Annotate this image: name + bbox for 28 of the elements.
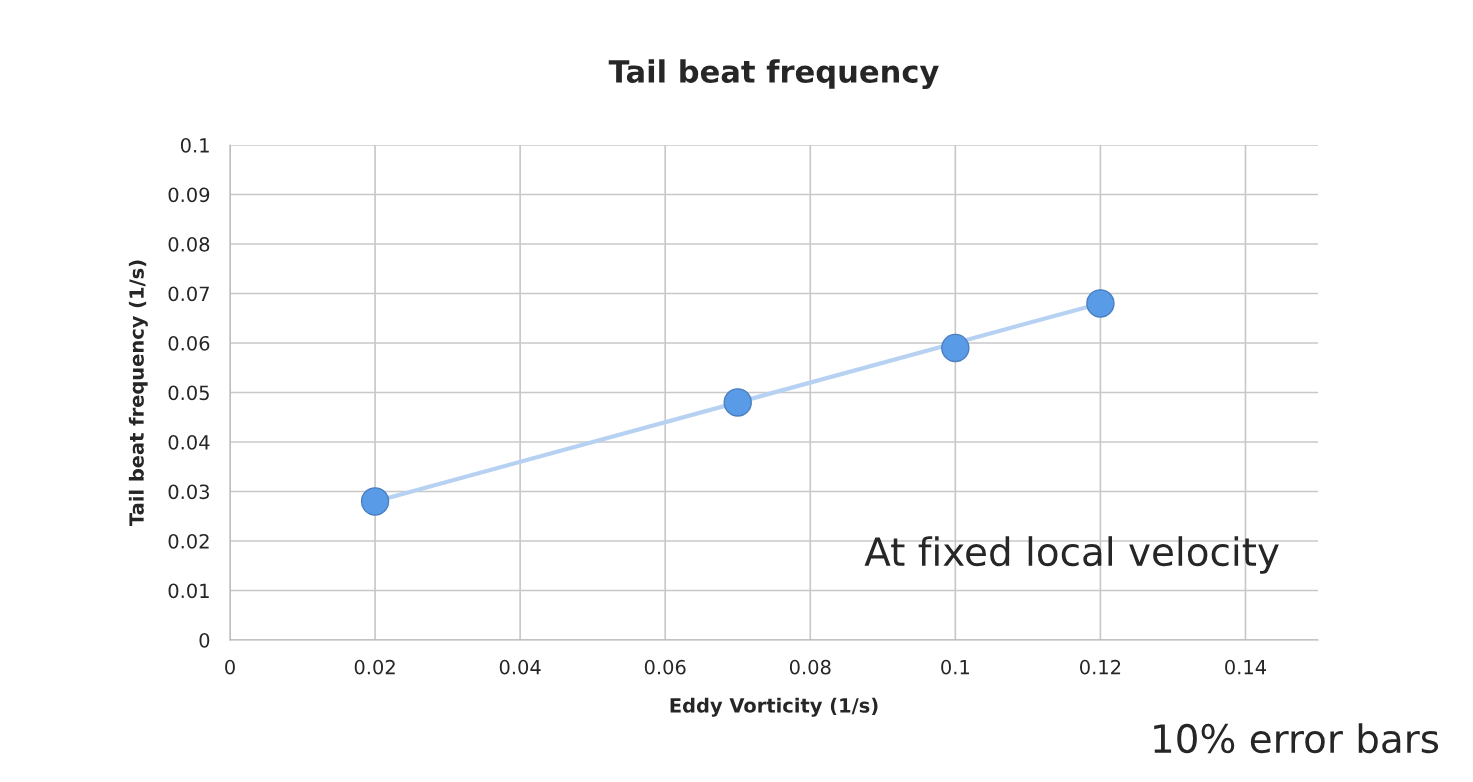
text: 10% error bars	[1154, 723, 1439, 754]
y-tick-label: 0.07	[168, 286, 209, 302]
y-tick-label: 0.03	[168, 484, 209, 500]
x-axis-title: Eddy Vorticity (1/s)	[670, 697, 878, 717]
y-tick-label: 0.05	[168, 385, 209, 401]
point	[1086, 289, 1115, 318]
chart-title: Tail beat frequency	[608, 59, 939, 90]
x-tick-label: 0.12	[1080, 659, 1121, 675]
x-tick-label: 0	[225, 659, 235, 675]
point	[360, 487, 390, 516]
y-tick-label: 0.04	[168, 434, 210, 450]
y-tick-label: 0.1	[180, 137, 209, 153]
y-tick-label: 0.01	[168, 583, 209, 599]
point	[723, 388, 752, 417]
y-axis-title: Tail beat frequency (1/s)	[128, 260, 148, 527]
y-tick-label: 0.09	[168, 187, 210, 203]
x-tick-label: 0.02	[354, 659, 395, 675]
y-tick-label: 0.08	[168, 236, 210, 252]
x-tick-label: 0.08	[789, 659, 831, 675]
y-tick-label: 0.06	[168, 335, 210, 351]
x-tick-label: 0.04	[499, 659, 541, 675]
annotation: At fixed local velocity	[864, 536, 1279, 574]
x-tick-label: 0.1	[941, 659, 969, 675]
y-tick-label: 0.02	[168, 533, 209, 549]
y-tick-label: 0	[199, 632, 210, 648]
x-tick-label: 0.14	[1225, 659, 1267, 675]
point	[941, 333, 970, 363]
x-tick-label: 0.06	[644, 659, 686, 675]
